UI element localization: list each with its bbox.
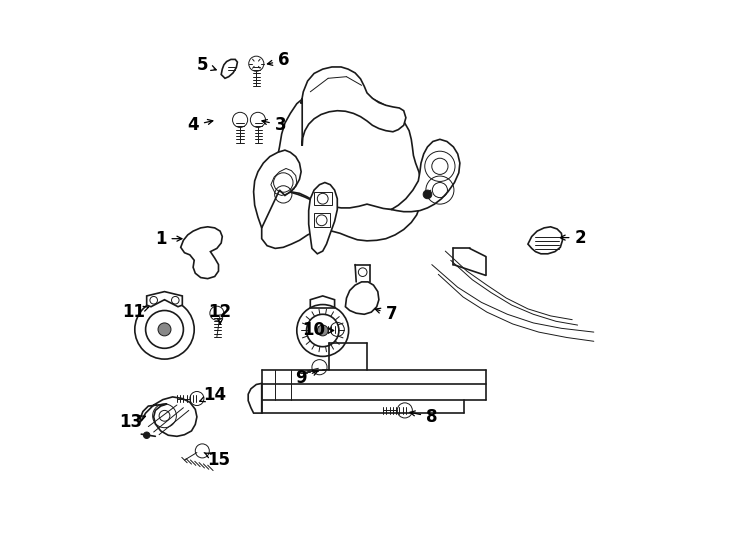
Polygon shape bbox=[301, 67, 406, 146]
Polygon shape bbox=[309, 183, 338, 254]
Text: 6: 6 bbox=[267, 51, 290, 70]
Polygon shape bbox=[254, 150, 301, 228]
Circle shape bbox=[143, 432, 150, 438]
Circle shape bbox=[158, 323, 171, 336]
Text: 10: 10 bbox=[302, 321, 334, 340]
Text: 13: 13 bbox=[119, 413, 145, 431]
Text: 4: 4 bbox=[187, 116, 213, 134]
Text: 7: 7 bbox=[375, 305, 397, 323]
Polygon shape bbox=[140, 397, 197, 436]
Text: 8: 8 bbox=[410, 408, 437, 426]
Polygon shape bbox=[181, 227, 222, 279]
Polygon shape bbox=[346, 282, 379, 314]
Text: 2: 2 bbox=[560, 228, 586, 247]
Polygon shape bbox=[248, 383, 262, 413]
Text: 9: 9 bbox=[295, 369, 318, 387]
Text: 11: 11 bbox=[123, 303, 149, 321]
Text: 5: 5 bbox=[197, 56, 217, 74]
Polygon shape bbox=[147, 292, 182, 307]
Polygon shape bbox=[275, 85, 421, 210]
Polygon shape bbox=[221, 59, 237, 78]
Polygon shape bbox=[391, 139, 460, 212]
Text: 15: 15 bbox=[204, 451, 230, 469]
Polygon shape bbox=[262, 179, 421, 248]
Text: 3: 3 bbox=[262, 116, 286, 134]
Text: 1: 1 bbox=[155, 230, 182, 248]
Text: 12: 12 bbox=[208, 303, 232, 324]
Circle shape bbox=[424, 190, 432, 199]
Polygon shape bbox=[528, 227, 562, 254]
Circle shape bbox=[317, 325, 328, 336]
Text: 14: 14 bbox=[200, 386, 226, 404]
